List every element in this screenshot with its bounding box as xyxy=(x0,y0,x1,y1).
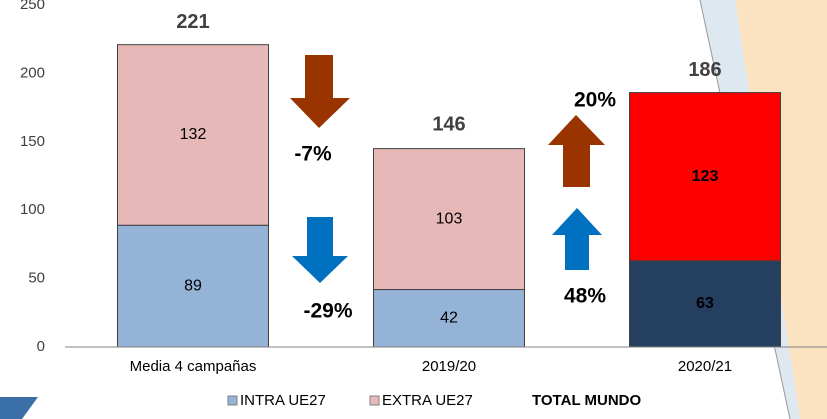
bar-segment xyxy=(373,148,525,291)
value-label: 132 xyxy=(180,126,207,143)
annotation: -7% xyxy=(294,143,332,166)
y-tick-label: 250 xyxy=(20,0,45,13)
value-label: 103 xyxy=(436,210,463,227)
y-tick-label: 50 xyxy=(28,270,45,287)
y-tick-label: 200 xyxy=(20,64,45,81)
annotation: -29% xyxy=(303,300,352,323)
arrow-down xyxy=(292,217,348,283)
arrow-up xyxy=(548,115,605,187)
y-tick-label: 150 xyxy=(20,133,45,150)
x-tick-label: 2019/20 xyxy=(422,358,476,375)
arrow-down xyxy=(290,55,350,128)
value-label: 42 xyxy=(440,309,458,326)
legend-label: INTRA UE27 xyxy=(240,392,326,409)
total-label: 146 xyxy=(432,114,465,136)
total-label: 221 xyxy=(176,11,209,33)
legend-label: EXTRA UE27 xyxy=(382,392,473,409)
y-tick-label: 0 xyxy=(37,338,45,355)
value-label: 63 xyxy=(696,295,714,312)
annotation: 20% xyxy=(574,89,616,112)
total-label: 186 xyxy=(688,59,721,81)
legend-swatch xyxy=(227,395,238,406)
arrow-up xyxy=(552,208,602,270)
legend-label: TOTAL MUNDO xyxy=(532,392,641,409)
decor-shape xyxy=(0,397,38,419)
legend-swatch xyxy=(369,395,380,406)
bar-segment xyxy=(117,224,269,348)
bar-segment xyxy=(117,44,269,226)
y-tick-label: 100 xyxy=(20,201,45,218)
x-tick-label: Media 4 campañas xyxy=(130,358,257,375)
value-label: 123 xyxy=(692,168,719,185)
bar-segment xyxy=(629,92,781,262)
value-label: 89 xyxy=(184,277,202,294)
annotation: 48% xyxy=(564,285,606,308)
bar-segment xyxy=(373,289,525,348)
x-tick-label: 2020/21 xyxy=(678,358,732,375)
